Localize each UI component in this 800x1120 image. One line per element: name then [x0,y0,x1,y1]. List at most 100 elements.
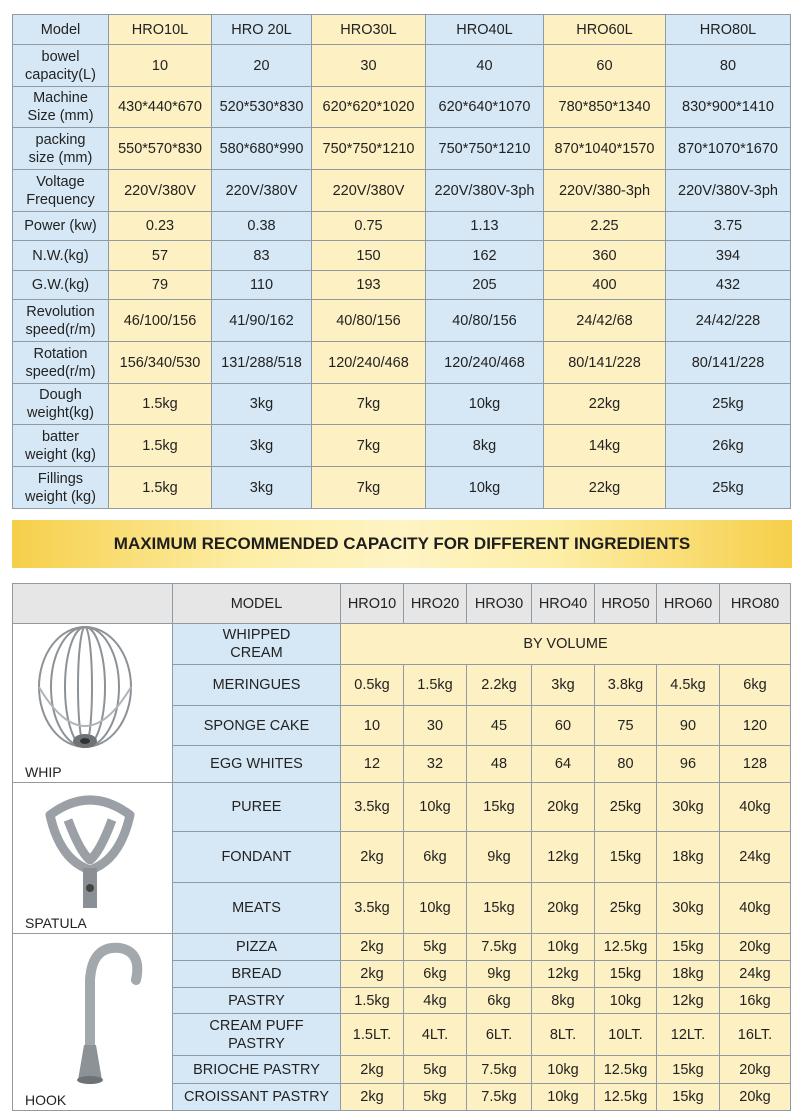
header-cell: HRO50 [594,583,657,624]
spec-cell: 620*640*1070 [425,86,544,128]
capacity-cell: 5kg [403,933,467,961]
capacity-cell: 16kg [719,987,791,1014]
ingredient-label: MERINGUES [172,664,341,706]
spec-cell: 220V/380-3ph [543,169,666,212]
capacity-cell: 1.5kg [340,987,404,1014]
spec-cell: 750*750*1210 [311,127,426,170]
spec-cell: 25kg [665,466,791,509]
spec-cell: 79 [108,270,212,300]
capacity-cell: 40kg [719,882,791,934]
capacity-cell: 64 [531,745,595,783]
row-label: Revolution speed(r/m) [12,299,109,342]
capacity-cell: 10kg [531,1083,595,1111]
spec-cell: 10kg [425,383,544,425]
capacity-cell: 15kg [594,960,657,988]
capacity-cell: 20kg [719,1055,791,1084]
capacity-cell: 10LT. [594,1013,657,1056]
ingredient-label: CREAM PUFF PASTRY [172,1013,341,1056]
capacity-cell: 15kg [466,782,532,832]
spec-cell: 220V/380V-3ph [425,169,544,212]
spec-cell: 60 [543,44,666,87]
header-cell: HRO10 [340,583,404,624]
spec-cell: 7kg [311,466,426,509]
hook-image [77,942,143,1084]
spec-cell: 83 [211,240,312,271]
row-label: Rotation speed(r/m) [12,341,109,384]
capacity-cell: 12kg [656,987,720,1014]
capacity-cell: 10kg [531,933,595,961]
spec-cell: 7kg [311,383,426,425]
header-cell: HRO60 [656,583,720,624]
capacity-cell: 6kg [403,960,467,988]
capacity-cell: 20kg [719,933,791,961]
spec-cell: 80/141/228 [665,341,791,384]
capacity-cell: 75 [594,705,657,746]
spec-cell: 430*440*670 [108,86,212,128]
capacity-cell: 10kg [594,987,657,1014]
spec-cell: 870*1040*1570 [543,127,666,170]
capacity-cell: 12 [340,745,404,783]
spec-cell: 57 [108,240,212,271]
capacity-cell: 15kg [466,882,532,934]
capacity-cell: 30kg [656,882,720,934]
capacity-cell: 128 [719,745,791,783]
capacity-cell: 24kg [719,831,791,883]
capacity-cell: 80 [594,745,657,783]
spec-cell: 150 [311,240,426,271]
capacity-cell: 15kg [594,831,657,883]
capacity-cell: 30kg [656,782,720,832]
capacity-cell: 2kg [340,831,404,883]
row-label: packing size (mm) [12,127,109,170]
header-cell: HRO40 [531,583,595,624]
capacity-cell: 90 [656,705,720,746]
capacity-cell: 45 [466,705,532,746]
spec-cell: 80/141/228 [543,341,666,384]
ingredient-label: WHIPPED CREAM [172,623,341,665]
spec-cell: 3kg [211,466,312,509]
spec-cell: 220V/380V [108,169,212,212]
capacity-cell: 7.5kg [466,933,532,961]
spec-cell: 22kg [543,383,666,425]
spec-cell: 10kg [425,466,544,509]
capacity-cell: 4kg [403,987,467,1014]
ingredient-label: MEATS [172,882,341,934]
capacity-cell: 40kg [719,782,791,832]
capacity-cell: 6kg [403,831,467,883]
capacity-cell: 10kg [403,782,467,832]
spec-cell: 22kg [543,466,666,509]
row-label: Fillings weight (kg) [12,466,109,509]
ingredient-label: PUREE [172,782,341,832]
spec-cell: 10 [108,44,212,87]
capacity-cell: 24kg [719,960,791,988]
spec-cell: 25kg [665,383,791,425]
capacity-cell: 18kg [656,960,720,988]
spec-cell: 870*1070*1670 [665,127,791,170]
spec-cell: 131/288/518 [211,341,312,384]
capacity-cell: 4LT. [403,1013,467,1056]
capacity-cell: 2kg [340,960,404,988]
header-cell: MODEL [172,583,341,624]
spec-cell: 80 [665,44,791,87]
capacity-cell: 8LT. [531,1013,595,1056]
capacity-cell: 6LT. [466,1013,532,1056]
capacity-cell: 5kg [403,1083,467,1111]
span-cell: BY VOLUME [340,623,791,665]
capacity-cell: 12.5kg [594,933,657,961]
capacity-cell: 60 [531,705,595,746]
capacity-cell: 15kg [656,1083,720,1111]
row-label: Machine Size (mm) [12,86,109,128]
capacity-cell: 9kg [466,960,532,988]
capacity-cell: 1.5LT. [340,1013,404,1056]
spec-cell: 0.38 [211,211,312,241]
header-cell: HRO30 [466,583,532,624]
tool-label: WHIP [25,764,62,780]
capacity-cell: 10kg [531,1055,595,1084]
spec-cell: 220V/380V [211,169,312,212]
ingredient-label: PIZZA [172,933,341,961]
capacity-cell: 3.5kg [340,782,404,832]
capacity-cell: 20kg [719,1083,791,1111]
capacity-cell: 7.5kg [466,1055,532,1084]
capacity-cell: 3.5kg [340,882,404,934]
spec-cell: 620*620*1020 [311,86,426,128]
